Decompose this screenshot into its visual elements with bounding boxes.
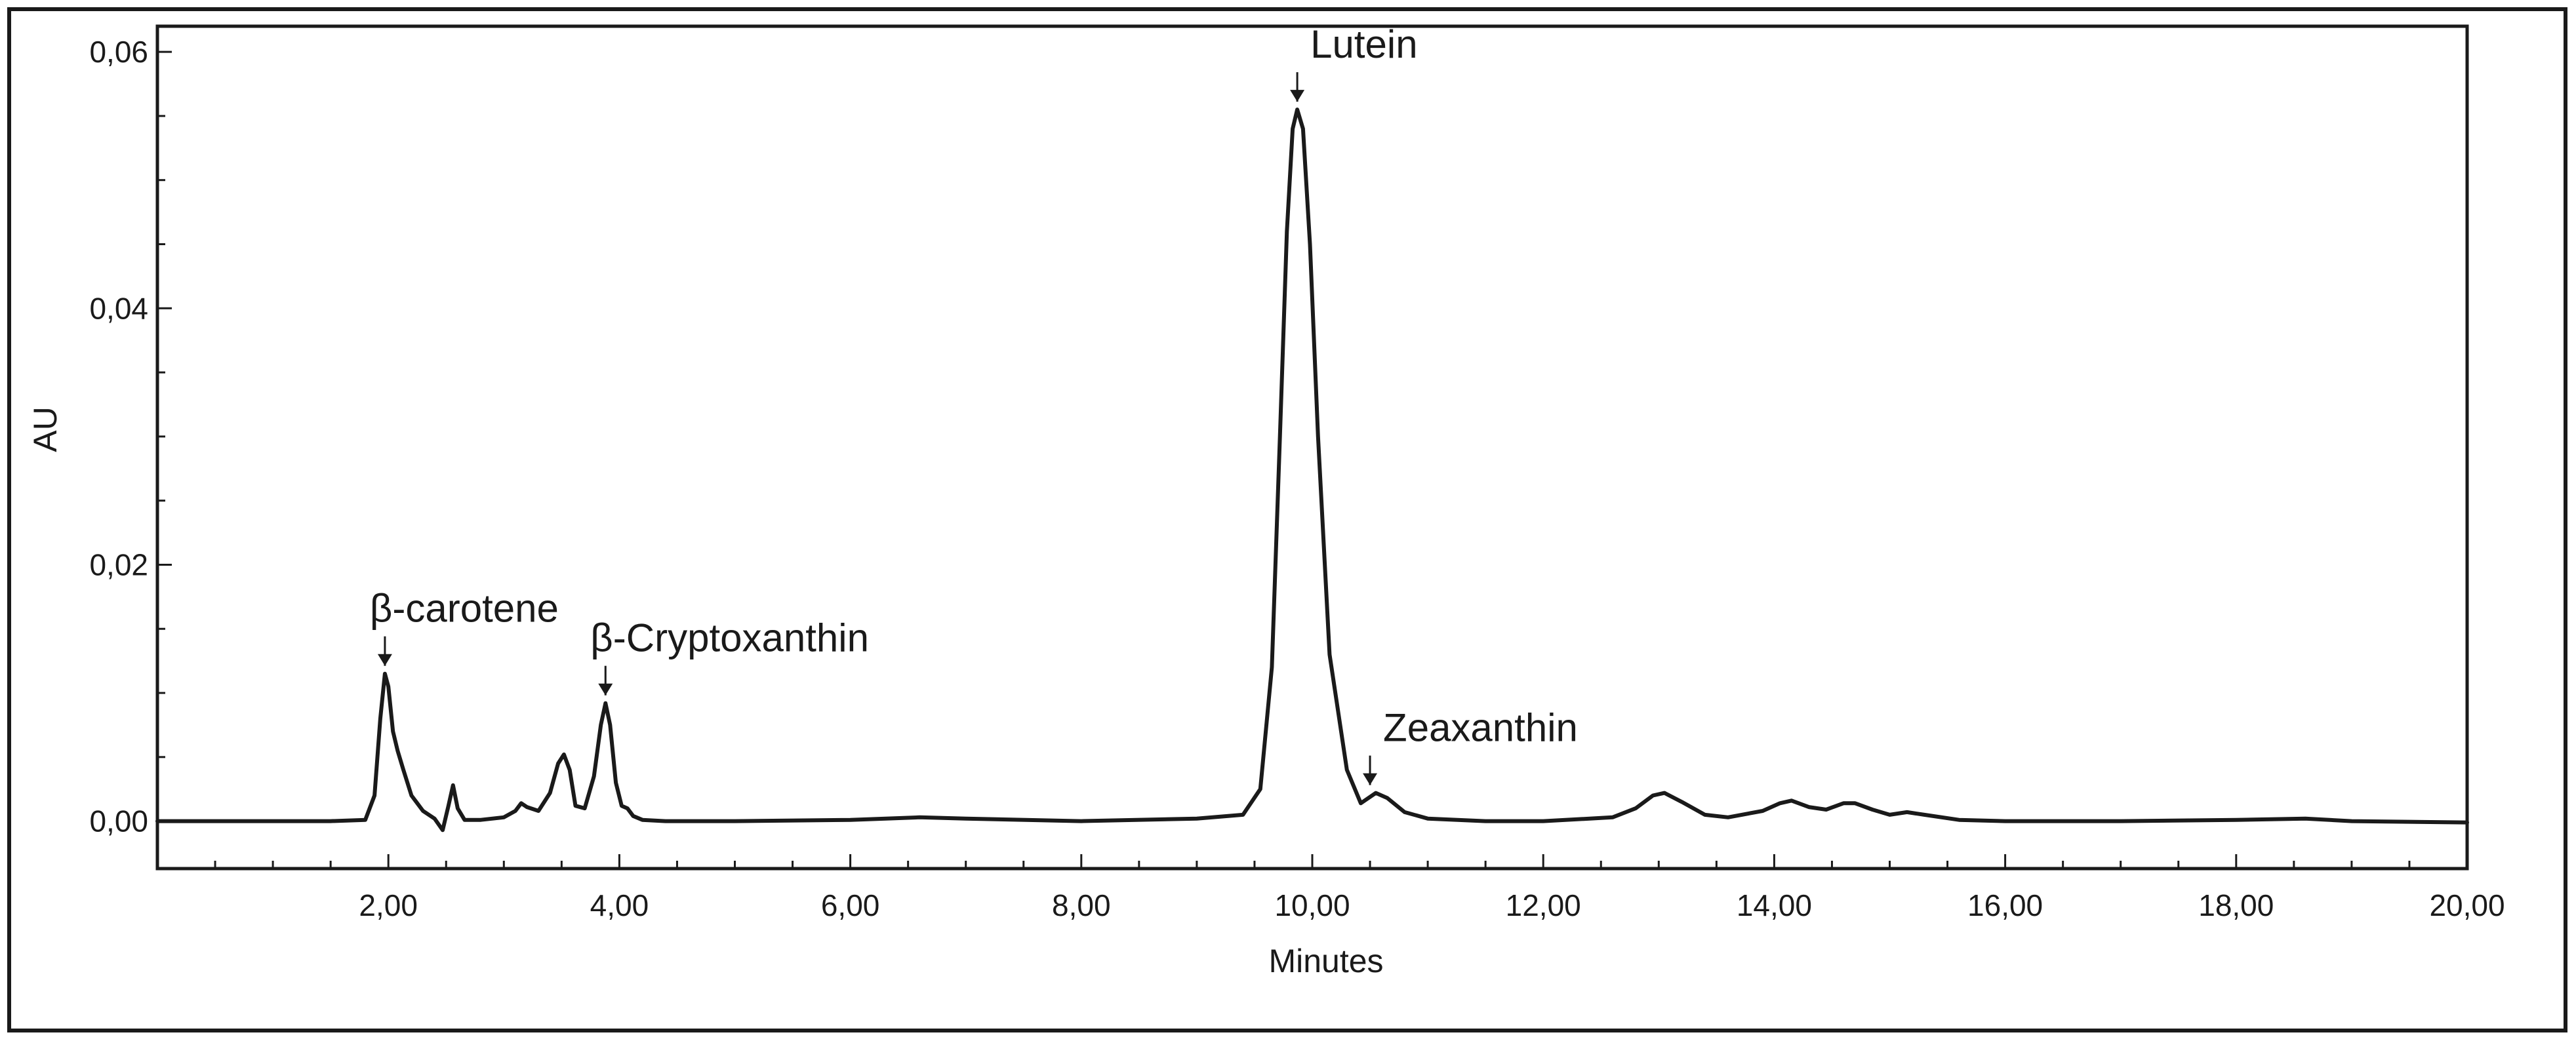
outer-frame bbox=[7, 7, 2567, 1032]
annotation-label: Zeaxanthin bbox=[1383, 706, 1578, 750]
y-tick-label: 0,06 bbox=[89, 35, 148, 69]
annotation-label: β-Cryptoxanthin bbox=[590, 616, 869, 660]
x-axis-ticks: 2,00 4,00 6,00 8,00 10,00 12,00 14,00 16,00 18,0… bbox=[359, 854, 2505, 922]
y-tick-label: 0,00 bbox=[89, 804, 148, 838]
annotation-arrow-head bbox=[1290, 90, 1305, 102]
x-tick-label: 18,00 bbox=[2198, 888, 2274, 922]
annotation-label: β-carotene bbox=[370, 587, 559, 631]
chromatogram-trace bbox=[155, 108, 2469, 833]
y-minor-ticks bbox=[157, 115, 165, 758]
annotation-arrow-head bbox=[377, 654, 392, 666]
x-tick-label: 16,00 bbox=[1967, 888, 2043, 922]
peak-annotation: β-carotene bbox=[370, 587, 559, 666]
x-tick-label: 2,00 bbox=[359, 888, 418, 922]
y-tick-label: 0,04 bbox=[89, 291, 148, 325]
x-minor-ticks bbox=[214, 861, 2411, 869]
annotation-arrow-head bbox=[598, 683, 613, 696]
annotation-label: Lutein bbox=[1310, 22, 1417, 66]
y-axis-ticks: 0,00 0,02 0,04 0,06 bbox=[89, 35, 172, 838]
x-tick-label: 14,00 bbox=[1737, 888, 1812, 922]
peak-annotation: β-Cryptoxanthin bbox=[590, 616, 869, 696]
x-tick-label: 8,00 bbox=[1052, 888, 1111, 922]
peak-annotation: Lutein bbox=[1290, 22, 1418, 102]
x-tick-label: 20,00 bbox=[2429, 888, 2505, 922]
peak-annotation: Zeaxanthin bbox=[1363, 706, 1578, 785]
x-tick-label: 4,00 bbox=[590, 888, 649, 922]
plot-frame bbox=[155, 24, 2469, 871]
annotation-arrow-head bbox=[1363, 773, 1378, 785]
peak-annotations: β-carotene β-Cryptoxanthin Lutein Zeaxanthi… bbox=[370, 22, 1578, 785]
y-axis-title: AU bbox=[27, 406, 64, 452]
y-tick-label: 0,02 bbox=[89, 547, 148, 581]
x-tick-label: 10,00 bbox=[1274, 888, 1350, 922]
x-axis-title: Minutes bbox=[1268, 943, 1383, 979]
x-tick-label: 12,00 bbox=[1506, 888, 1581, 922]
x-tick-label: 6,00 bbox=[821, 888, 880, 922]
